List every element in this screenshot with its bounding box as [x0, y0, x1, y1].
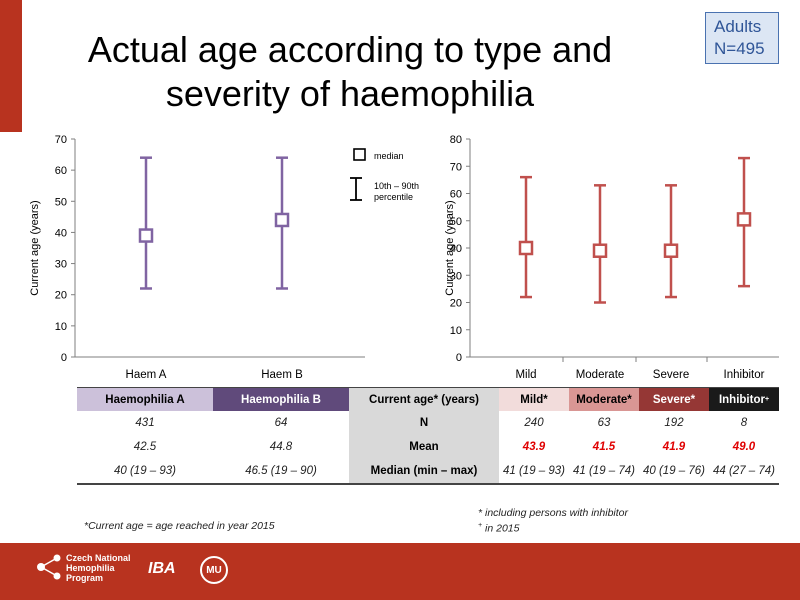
y-tick-label: 50 — [55, 196, 67, 208]
y-tick-label: 0 — [456, 352, 462, 364]
org-line-1: Czech National — [66, 553, 131, 563]
x-tick-label: Mild — [515, 369, 536, 381]
x-tick-label: Moderate — [576, 369, 625, 381]
median-marker — [663, 243, 679, 258]
footer-bar — [0, 543, 800, 600]
y-tick-label: 0 — [61, 352, 67, 364]
x-tick-label: Haem A — [126, 369, 167, 381]
charts-canvas: median 10th – 90th percentile 0 10 20 30 40 5… — [29, 134, 779, 381]
median-marker — [736, 212, 752, 227]
cell-median-moderate: 41 (19 – 74) — [572, 465, 635, 477]
median-marker — [592, 243, 608, 258]
legend-median-marker — [353, 148, 366, 161]
cell-n-severe: 192 — [664, 417, 684, 429]
y-axis-title: Current age (years) — [444, 200, 456, 295]
table-header-row: Haemophilia A Haemophilia B Current age*… — [77, 388, 779, 411]
footnote-inhibitor: * including persons with inhibitor — [478, 507, 628, 519]
x-tick-label: Severe — [653, 369, 689, 381]
y-axis-title: Current age (years) — [29, 200, 41, 295]
y-tick-label: 50 — [450, 216, 462, 228]
title-line-1: Actual age according to type and — [87, 29, 613, 70]
cell-median-mild: 41 (19 – 93) — [502, 465, 565, 477]
header-haem-a: Haemophilia A — [77, 388, 213, 411]
cell-mean-haem-b: 44.8 — [269, 441, 293, 453]
cell-mean-mild: 43.9 — [522, 441, 546, 453]
row-label-median: Median (min – max) — [349, 459, 499, 483]
x-tick-label: Inhibitor — [724, 369, 765, 381]
title-line-2: severity of haemophilia — [165, 73, 535, 114]
y-tick-label: 20 — [55, 290, 67, 302]
header-haem-b: Haemophilia B — [213, 388, 349, 411]
legend-median-label: median — [374, 151, 404, 161]
y-tick-label: 30 — [450, 270, 462, 282]
y-tick-label: 60 — [55, 165, 67, 177]
cell-median-haem-a: 40 (19 – 93) — [113, 465, 176, 477]
cell-n-haem-b: 64 — [274, 417, 288, 429]
org-line-3: Program — [66, 573, 104, 583]
footnote-age: *Current age = age reached in year 2015 — [84, 520, 275, 532]
summary-table: Haemophilia A Haemophilia B Current age*… — [77, 388, 779, 483]
badge-line-2: N=495 — [714, 39, 765, 58]
y-tick-label: 70 — [450, 161, 462, 173]
y-tick-label: 40 — [450, 243, 462, 255]
header-mild: Mild* — [499, 388, 569, 411]
cell-n-haem-a: 431 — [135, 417, 155, 429]
cell-mean-severe: 41.9 — [662, 441, 686, 453]
header-inhibitor: Inhibitor + — [709, 388, 779, 411]
cell-median-haem-b: 46.5 (19 – 90) — [245, 465, 317, 477]
y-tick-label: 20 — [450, 298, 462, 310]
sample-badge: Adults N=495 — [705, 12, 779, 64]
median-marker — [274, 212, 290, 228]
cell-mean-haem-a: 42.5 — [133, 441, 157, 453]
table-row-mean: 42.5 44.8 Mean 43.9 41.5 41.9 49.0 — [77, 435, 779, 459]
y-tick-label: 30 — [55, 259, 67, 271]
university-seal-logo: MU — [200, 556, 228, 584]
org-line-2: Hemophilia — [66, 563, 115, 573]
table-top-rule — [77, 387, 779, 389]
row-label-n: N — [349, 411, 499, 435]
iba-logo: IBA — [148, 560, 176, 577]
footnote-2015-mark: + — [478, 522, 483, 529]
header-current-age: Current age* (years) — [349, 388, 499, 411]
table-bottom-rule — [77, 483, 779, 485]
y-tick-label: 10 — [55, 321, 67, 333]
network-logo-icon — [37, 554, 61, 580]
footnote-2015-text: in 2015 — [485, 522, 520, 535]
table-row-median: 40 (19 – 93) 46.5 (19 – 90) Median (min … — [77, 459, 779, 483]
x-tick-label: Haem B — [261, 369, 303, 381]
cell-n-mild: 240 — [524, 417, 544, 429]
median-marker — [518, 240, 534, 256]
cell-median-severe: 40 (19 – 76) — [642, 465, 705, 477]
y-tick-label: 10 — [450, 325, 462, 337]
slide-title: Actual age according to type and severit… — [40, 28, 660, 116]
header-accent-bar — [0, 0, 22, 132]
header-moderate: Moderate* — [569, 388, 639, 411]
row-label-mean: Mean — [349, 435, 499, 459]
y-tick-label: 70 — [55, 134, 67, 146]
table-row-n: 431 64 N 240 63 192 8 — [77, 411, 779, 435]
cell-mean-inhibitor: 49.0 — [732, 441, 756, 453]
org-logo-text: Czech National Hemophilia Program — [66, 553, 131, 583]
badge-line-1: Adults — [714, 17, 762, 36]
y-tick-label: 40 — [55, 227, 67, 239]
median-marker — [138, 228, 154, 243]
header-severe: Severe* — [639, 388, 709, 411]
cell-median-inhibitor: 44 (27 – 74) — [712, 465, 775, 477]
y-tick-label: 80 — [450, 134, 462, 146]
cell-n-moderate: 63 — [597, 417, 611, 429]
legend-range-label-1: 10th – 90th — [374, 181, 419, 191]
legend-range-label-2: percentile — [374, 192, 413, 202]
y-tick-label: 60 — [450, 189, 462, 201]
legend-range-marker — [350, 177, 362, 201]
footnote-2015: + in 2015 — [478, 522, 519, 535]
cell-mean-moderate: 41.5 — [592, 441, 616, 453]
cell-n-inhibitor: 8 — [740, 417, 748, 429]
